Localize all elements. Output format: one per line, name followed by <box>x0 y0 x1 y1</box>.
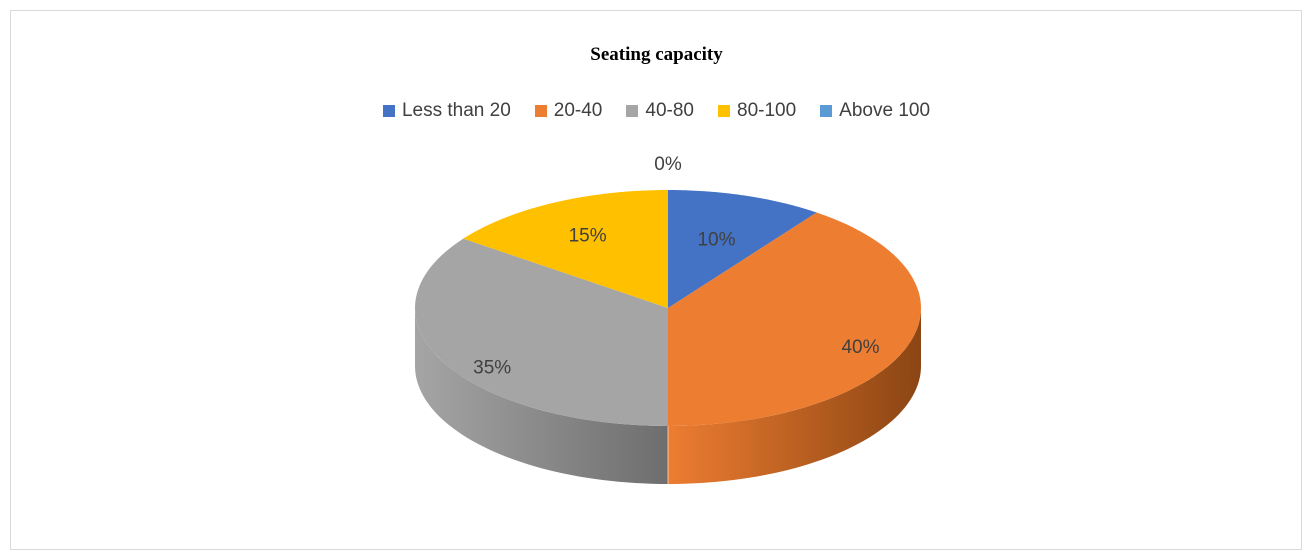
pie-slice-2 <box>415 238 668 426</box>
legend: Less than 20 20-40 40-80 80-100 Above 10… <box>0 100 1313 122</box>
legend-label: 80-100 <box>737 100 797 121</box>
legend-swatch <box>718 105 730 117</box>
data-label-3: 15% <box>569 225 607 246</box>
data-label-4: 0% <box>654 154 682 175</box>
pie-labels: 10% 40% 35% 15% 0% <box>473 154 879 378</box>
legend-swatch <box>382 105 395 117</box>
pie-tops <box>415 190 921 426</box>
pie-slice-0 <box>668 190 817 308</box>
legend-label: Less than 20 <box>401 100 511 121</box>
pie-slice-1 <box>668 212 921 426</box>
legend-label: 40-80 <box>645 100 694 121</box>
legend-item-above-100: Above 100 <box>820 100 930 122</box>
pie-slice-3 <box>463 190 668 308</box>
data-label-1: 40% <box>841 337 879 358</box>
data-label-0: 10% <box>697 229 735 250</box>
pie-side-2 <box>415 308 668 484</box>
legend-label: Above 100 <box>839 100 931 121</box>
legend-swatch <box>626 105 639 117</box>
legend-label: 20-40 <box>553 100 603 121</box>
legend-swatch <box>820 105 833 117</box>
pie-sides <box>415 308 921 484</box>
legend-item-40-80: 40-80 <box>626 100 694 122</box>
pie-side-1 <box>668 308 921 484</box>
legend-item-less-than-20: Less than 20 <box>382 100 511 122</box>
legend-item-80-100: 80-100 <box>718 100 796 122</box>
legend-swatch <box>534 105 547 117</box>
legend-item-20-40: 20-40 <box>534 100 603 122</box>
pie-chart: 10% 40% 35% 15% 0% <box>415 154 921 484</box>
data-label-2: 35% <box>473 357 511 378</box>
chart-title: Seating capacity <box>590 44 723 65</box>
